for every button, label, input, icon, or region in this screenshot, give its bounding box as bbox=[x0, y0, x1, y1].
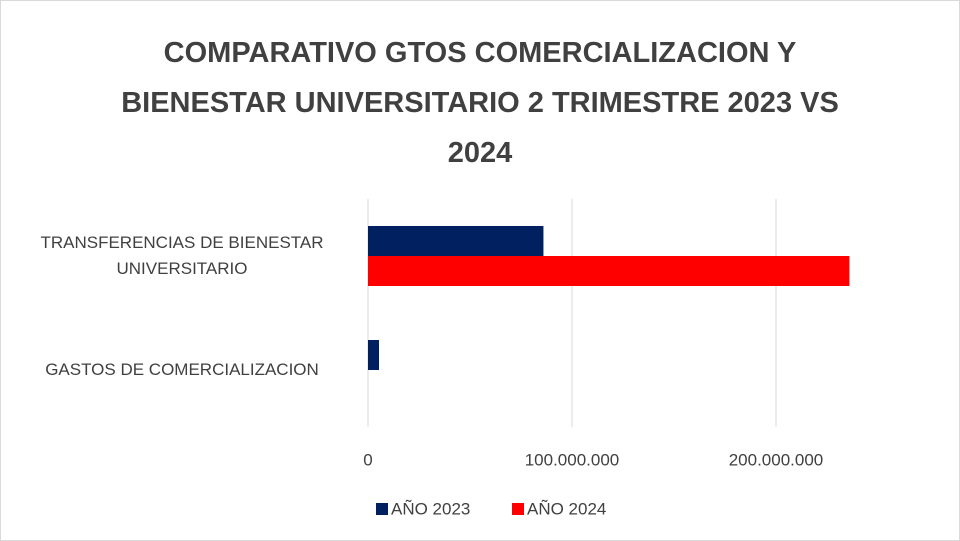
legend-swatch bbox=[512, 503, 524, 515]
x-tick-label: 200.000.000 bbox=[729, 450, 824, 469]
legend-swatch bbox=[376, 503, 388, 515]
bar bbox=[368, 340, 380, 370]
bar bbox=[368, 256, 850, 286]
bar bbox=[368, 226, 544, 256]
legend-label: AÑO 2024 bbox=[527, 499, 606, 518]
legend-label: AÑO 2023 bbox=[391, 499, 470, 518]
x-tick-label: 100.000.000 bbox=[525, 450, 620, 469]
y-tick-label: GASTOS DE COMERCIALIZACION bbox=[45, 360, 319, 379]
y-tick-label: TRANSFERENCIAS DE BIENESTAR UNIVERSITARI… bbox=[40, 233, 324, 278]
x-tick-label: 0 bbox=[363, 450, 372, 469]
chart-title: COMPARATIVO GTOS COMERCIALIZACION Y BIEN… bbox=[121, 37, 839, 169]
